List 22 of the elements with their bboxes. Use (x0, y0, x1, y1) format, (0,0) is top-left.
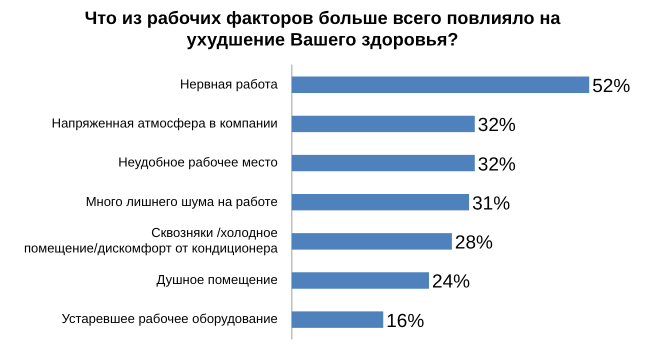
y-tick-label: Устаревшее рабочее оборудование (62, 311, 278, 326)
data-label: 16% (386, 310, 424, 332)
bar (292, 194, 470, 210)
y-tick-label: Неудобное рабочее место (118, 154, 278, 170)
y-tick-label: Душное помещение (156, 272, 278, 288)
bar (292, 76, 590, 93)
bar (292, 272, 430, 289)
data-label: 32% (478, 154, 516, 176)
data-label: 24% (432, 272, 470, 293)
y-tick-label: Много лишнего шума на работе (86, 194, 278, 209)
bar (292, 154, 475, 172)
bar (292, 311, 384, 328)
data-label: 31% (472, 193, 510, 214)
data-label: 32% (478, 115, 516, 136)
y-tick-label: Нервная работа (180, 76, 278, 92)
y-tick-label: Сквозняки /холодное помещение/дискомфорт от кондиционера (24, 225, 278, 256)
data-label: 28% (454, 232, 494, 254)
bar (292, 116, 475, 132)
y-tick-label: Напряженная атмосфера в компании (52, 115, 278, 130)
chart-title: Что из рабочих факторов больше всего повлияло на ухудшение Вашего здоровья? (84, 8, 562, 50)
bar (292, 233, 452, 250)
data-label: 52% (592, 76, 630, 98)
